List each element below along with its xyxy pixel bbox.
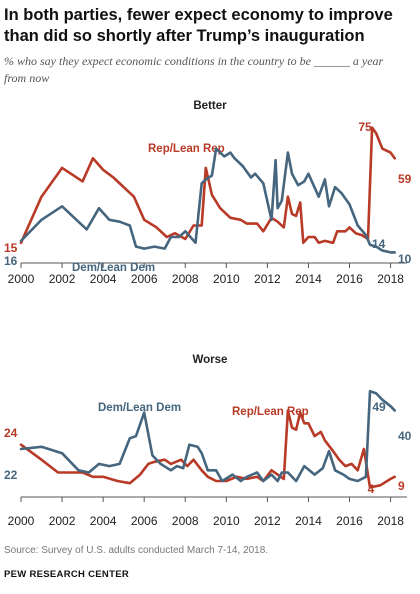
series-extra-value: 4 <box>368 482 375 496</box>
x-tick-label: 2014 <box>295 514 322 528</box>
x-tick-label: 2012 <box>254 272 281 286</box>
rep-line <box>19 409 396 489</box>
x-tick-label: 2014 <box>295 272 322 286</box>
x-tick-label: 2010 <box>213 272 240 286</box>
x-tick-label: 2008 <box>172 514 199 528</box>
x-tick-label: 2004 <box>90 514 117 528</box>
series-end-value: 40 <box>398 429 412 443</box>
x-tick-label: 2016 <box>336 272 363 286</box>
chart-subtitle: % who say they expect economic condition… <box>4 54 384 85</box>
series-extra-value: 49 <box>372 400 386 414</box>
x-tick-label: 2006 <box>131 514 158 528</box>
series-end-value: 10 <box>398 252 412 266</box>
dem-line <box>19 147 396 254</box>
dem-line <box>19 389 396 483</box>
x-tick-label: 2002 <box>49 272 76 286</box>
series-start-value: 24 <box>4 426 18 440</box>
x-tick-label: 2016 <box>336 514 363 528</box>
x-tick-label: 2002 <box>49 514 76 528</box>
line-charts: Better 2000 2002 2004 2006 2008 2010 2012 2014 20… <box>4 100 412 528</box>
panel-title: Better <box>193 100 227 112</box>
panel-title: Worse <box>193 354 228 366</box>
x-tick-label: 2008 <box>172 272 199 286</box>
series-start-value: 16 <box>4 254 18 268</box>
credit-line: PEW RESEARCH CENTER <box>4 569 129 580</box>
x-tick-label: 2012 <box>254 514 281 528</box>
x-tick-label: 2010 <box>213 514 240 528</box>
x-tick-label: 2018 <box>377 272 404 286</box>
series-name-label: Rep/Lean Rep <box>232 406 309 418</box>
x-tick-label: 2000 <box>8 272 35 286</box>
x-tick-label: 2004 <box>90 272 117 286</box>
series-extra-value: 14 <box>372 237 386 251</box>
series-name-label: Dem/Lean Dem <box>72 262 155 274</box>
chart-title: In both parties, fewer expect economy to… <box>4 6 393 45</box>
series-start-value: 15 <box>4 241 18 255</box>
series-name-label: Rep/Lean Rep <box>148 143 225 155</box>
series-end-value: 59 <box>398 172 412 186</box>
series-end-value: 9 <box>398 479 405 493</box>
series-name-label: Dem/Lean Dem <box>98 402 181 414</box>
x-tick-label: 2018 <box>377 514 404 528</box>
series-start-value: 22 <box>4 468 18 482</box>
series-extra-value: 75 <box>358 120 372 134</box>
source-note: Source: Survey of U.S. adults conducted … <box>4 545 269 556</box>
x-tick-label: 2006 <box>131 272 158 286</box>
x-tick-label: 2000 <box>8 514 35 528</box>
